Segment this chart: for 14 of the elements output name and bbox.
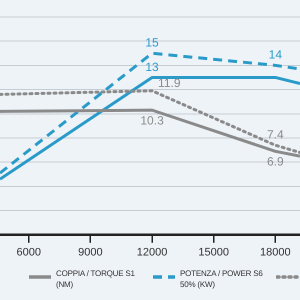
- x-tick-label: 9000: [78, 246, 103, 258]
- x-tick-label: 6000: [16, 246, 42, 258]
- x-tick-label: 12000: [136, 246, 168, 258]
- data-label: 13: [145, 60, 160, 74]
- data-label: 10.3: [140, 113, 164, 128]
- data-label: 7.4: [267, 128, 284, 142]
- legend-label: COPPIA / TORQUE S1 (NM): [56, 268, 136, 290]
- x-tick-label: 15000: [198, 246, 229, 258]
- legend-label: POTENZA / POWER S6 50% (KW): [180, 268, 264, 290]
- data-label: 15: [145, 36, 160, 50]
- data-label: 14: [268, 48, 282, 62]
- x-tick-label: 18000: [260, 246, 291, 258]
- data-label: 11.9: [158, 76, 181, 90]
- data-label: 6.9: [267, 154, 284, 169]
